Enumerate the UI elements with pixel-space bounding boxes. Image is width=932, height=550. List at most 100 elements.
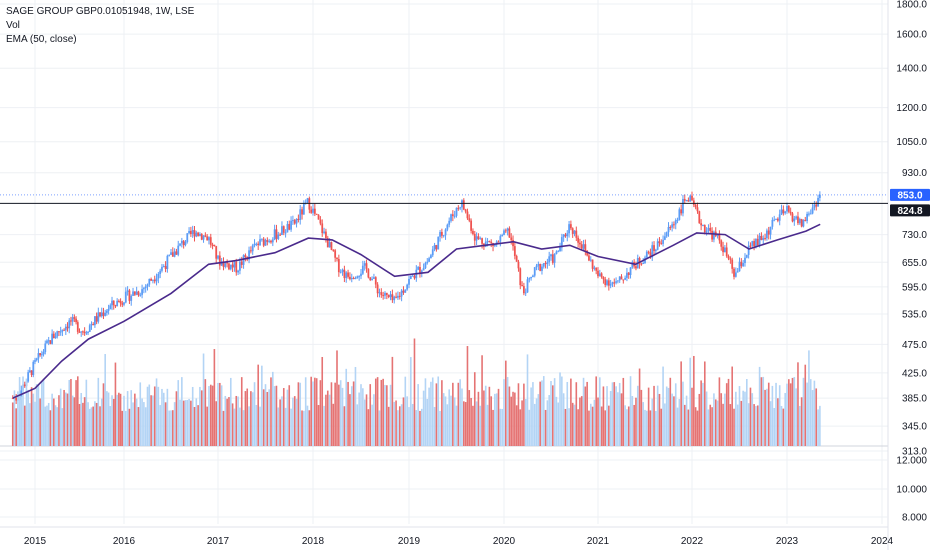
candle-body bbox=[475, 236, 478, 241]
volume-bar bbox=[118, 392, 120, 446]
volume-legend[interactable]: Vol bbox=[6, 20, 20, 31]
candle-body bbox=[132, 291, 134, 296]
candle-body bbox=[817, 197, 819, 207]
volume-bar bbox=[553, 378, 556, 446]
candle-body bbox=[791, 213, 794, 222]
volume-bar bbox=[813, 380, 816, 446]
volume-bar bbox=[702, 382, 704, 446]
candle-body bbox=[575, 230, 578, 238]
candle-body bbox=[521, 285, 523, 287]
price-tick-label: 1400.0 bbox=[896, 64, 927, 75]
candle-body bbox=[150, 279, 153, 281]
volume-bar bbox=[339, 380, 342, 446]
candle-body bbox=[233, 261, 236, 268]
volume-bar bbox=[251, 392, 254, 446]
candle-body bbox=[539, 264, 542, 271]
volume-bar bbox=[503, 379, 505, 446]
candle-body bbox=[343, 269, 346, 279]
price-tick-label: 595.0 bbox=[902, 282, 927, 293]
candle-body bbox=[760, 235, 763, 240]
volume-bar bbox=[312, 381, 314, 446]
candle-body bbox=[61, 329, 64, 332]
candle-body bbox=[378, 292, 381, 294]
symbol-legend[interactable]: SAGE GROUP GBP0.01051948, 1W, LSE bbox=[6, 6, 195, 17]
candle-body bbox=[451, 214, 454, 217]
volume-bar bbox=[802, 377, 805, 446]
candle-body bbox=[153, 279, 156, 282]
volume-bar bbox=[406, 396, 408, 446]
candle-body bbox=[566, 233, 569, 237]
candle-body bbox=[493, 244, 496, 247]
volume-bar bbox=[95, 402, 98, 446]
volume-bar bbox=[561, 376, 563, 446]
volume-bar bbox=[112, 398, 115, 446]
volume-bar bbox=[472, 405, 474, 446]
candle-body bbox=[557, 251, 560, 253]
candle-body bbox=[139, 294, 142, 296]
volume-bar bbox=[190, 400, 192, 446]
volume-bar bbox=[148, 384, 151, 446]
volume-bar bbox=[231, 403, 234, 446]
candle-body bbox=[446, 224, 449, 230]
time-tick-label: 2024 bbox=[871, 536, 894, 547]
candle-body bbox=[32, 361, 35, 375]
candle-body bbox=[453, 215, 456, 217]
candle-body bbox=[100, 312, 103, 317]
volume-bar bbox=[766, 388, 768, 446]
candle-body bbox=[591, 259, 594, 269]
candle-body bbox=[193, 230, 196, 237]
candle-body bbox=[299, 209, 302, 220]
candle-body bbox=[669, 227, 672, 229]
volume-bar bbox=[229, 377, 232, 446]
volume-bar bbox=[15, 408, 17, 446]
volume-bar bbox=[237, 396, 239, 446]
candle-body bbox=[455, 207, 458, 216]
volume-bar bbox=[135, 398, 138, 446]
candle-body bbox=[579, 242, 581, 245]
candle-body bbox=[517, 261, 520, 269]
volume-bar bbox=[541, 380, 543, 446]
price-tick-label: 385.0 bbox=[902, 394, 927, 405]
volume-bar bbox=[473, 372, 476, 446]
volume-bar bbox=[76, 376, 79, 446]
candle-body bbox=[470, 220, 473, 231]
candle-body bbox=[742, 263, 745, 267]
candle-body bbox=[334, 250, 337, 258]
volume-bar bbox=[631, 396, 634, 446]
volume-bar bbox=[713, 393, 715, 446]
volume-bar bbox=[444, 396, 447, 446]
candle-body bbox=[604, 279, 607, 285]
volume-bar bbox=[523, 383, 525, 446]
volume-bar bbox=[494, 393, 496, 446]
last-price-badge bbox=[890, 188, 930, 201]
candle-body bbox=[702, 225, 704, 227]
volume-bar bbox=[59, 388, 62, 446]
candle-body bbox=[73, 317, 76, 319]
volume-bar bbox=[71, 395, 74, 446]
candle-body bbox=[180, 240, 183, 244]
candle-body bbox=[731, 259, 734, 269]
candle-body bbox=[616, 280, 619, 282]
candle-body bbox=[188, 230, 190, 234]
volume-bar bbox=[793, 377, 796, 446]
candle-body bbox=[177, 245, 180, 255]
candle-body bbox=[373, 277, 375, 279]
candle-body bbox=[95, 316, 98, 322]
candle-body bbox=[398, 295, 401, 297]
candle-body bbox=[589, 259, 592, 261]
candle-body bbox=[486, 241, 489, 243]
candle-body bbox=[595, 267, 598, 271]
candle-body bbox=[66, 326, 69, 329]
candle-body bbox=[380, 292, 383, 296]
volume-bar bbox=[577, 409, 579, 446]
volume-bar bbox=[660, 408, 663, 446]
volume-bar bbox=[286, 389, 289, 446]
volume-bar bbox=[63, 389, 65, 446]
candle-body bbox=[275, 229, 278, 239]
ema-legend[interactable]: EMA (50, close) bbox=[6, 34, 77, 45]
candle-body bbox=[78, 331, 81, 333]
candle-body bbox=[818, 194, 821, 198]
candle-body bbox=[175, 251, 178, 255]
volume-bar bbox=[347, 381, 349, 446]
